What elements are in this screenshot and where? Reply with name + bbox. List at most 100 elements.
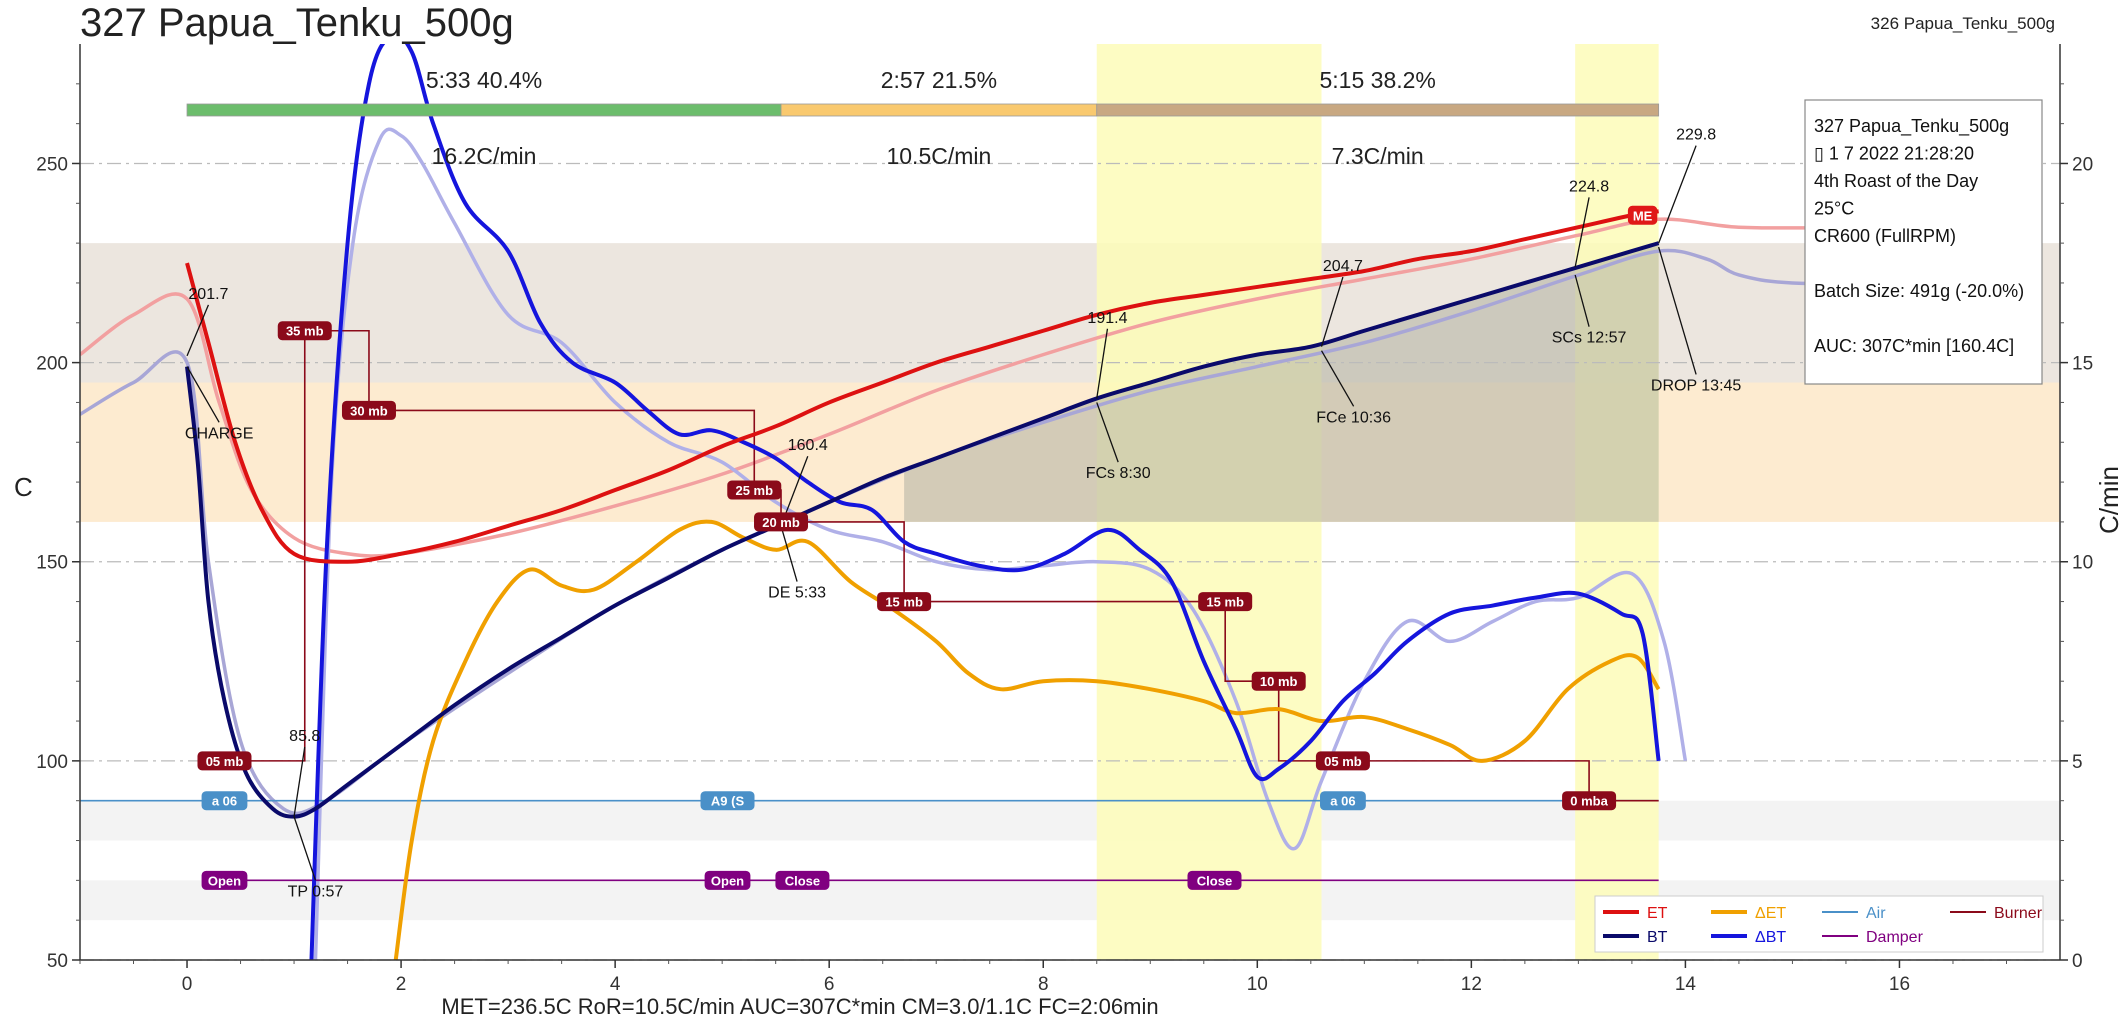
x-tick-label: 2 <box>396 974 407 995</box>
legend-label: ΔBT <box>1755 929 1786 946</box>
event-tag-burner <box>1251 671 1306 691</box>
annotation-label: 201.7 <box>188 286 228 303</box>
series-delta-et <box>393 519 1661 960</box>
event-tag-burner <box>197 751 252 771</box>
x-tick-label: 0 <box>182 974 193 995</box>
x-tick-label: 12 <box>1461 974 1482 995</box>
event-tag-label: Close <box>785 873 820 888</box>
x-tick-label: 8 <box>1038 974 1049 995</box>
event-tag-label: 15 mb <box>1206 595 1244 610</box>
info-line: CR600 (FullRPM) <box>1814 226 1956 246</box>
info-line: 25°C <box>1814 199 1854 219</box>
annotation-label: TP 0:57 <box>288 883 344 900</box>
x-tick-label: 16 <box>1889 974 1910 995</box>
x-tick-label: 14 <box>1675 974 1697 995</box>
annotation-label: CHARGE <box>185 425 253 442</box>
y-left-tick-label: 250 <box>36 154 68 175</box>
event-tag-label: Close <box>1197 873 1232 888</box>
annotation-label: 85.8 <box>289 728 320 745</box>
event-tag-label: 20 mb <box>762 515 800 530</box>
annotation-label: 229.8 <box>1676 127 1716 144</box>
event-tag-label: ME <box>1633 208 1653 223</box>
annotation-leader <box>186 304 210 357</box>
legend-label: ET <box>1647 905 1668 922</box>
event-tag-burner <box>277 321 332 341</box>
event-tag-label: Open <box>711 873 744 888</box>
background-profile-title: 326 Papua_Tenku_500g <box>1871 14 2055 33</box>
phase-label-1: 2:57 21.5% <box>881 67 997 93</box>
annotation-leader <box>1658 246 1697 375</box>
y-left-tick-label: 150 <box>36 553 68 574</box>
event-tag-air <box>1320 791 1366 811</box>
event-tag-burner <box>1562 791 1617 811</box>
y-left-tick-label: 200 <box>36 354 68 375</box>
event-tag-burner <box>727 480 782 500</box>
event-tag-label: A9 (S <box>711 794 745 809</box>
event-tag-damper <box>1187 870 1242 890</box>
legend-label: BT <box>1647 929 1668 946</box>
phase-rate-2: 7.3C/min <box>1332 143 1424 169</box>
legend-label: Burner <box>1994 905 2043 922</box>
annotation-leader <box>293 816 317 881</box>
info-box-lines: 327 Papua_Tenku_500g ▯ 1 7 2022 21:28:20 4… <box>1814 116 2024 356</box>
info-line: AUC: 307C*min [160.4C] <box>1814 336 2014 356</box>
annotation-leader <box>780 525 798 582</box>
annotation-leader <box>1574 274 1590 327</box>
info-line: ▯ 1 7 2022 21:28:20 <box>1814 144 1974 164</box>
series-et <box>185 209 1659 564</box>
x-tick-label: 10 <box>1247 974 1268 995</box>
background-layer <box>80 44 2060 960</box>
annotation-leader <box>1096 328 1109 399</box>
footer-stats: MET=236.5C RoR=10.5C/min AUC=307C*min CM… <box>441 994 1158 1019</box>
y-right-tick-label: 0 <box>2072 951 2083 972</box>
y-right-tick-label: 10 <box>2072 553 2093 574</box>
annotation-label: SCs 12:57 <box>1552 330 1627 347</box>
event-tag-damper <box>775 870 830 890</box>
annotation-layer: 5:33 40.4% 16.2C/min 2:57 21.5% 10.5C/min 5:… <box>185 67 1742 900</box>
event-tag-burner <box>1198 592 1253 612</box>
event-tag-burner <box>877 592 932 612</box>
event-tag-burner <box>754 512 809 532</box>
y-right-tick-label: 15 <box>2072 354 2093 375</box>
info-box: 327 Papua_Tenku_500g ▯ 1 7 2022 21:28:20 4… <box>1804 99 2043 385</box>
info-line: 4th Roast of the Day <box>1814 171 1978 191</box>
event-tag-burner <box>341 400 396 420</box>
phase-bar-1 <box>780 103 1098 117</box>
annotation-label: 224.8 <box>1569 178 1609 195</box>
x-tick-label: 4 <box>610 974 621 995</box>
legend-label: Air <box>1866 905 1886 922</box>
bg-series--bt-326- <box>313 127 1688 960</box>
annotation-label: 191.4 <box>1087 310 1127 327</box>
info-line: 327 Papua_Tenku_500g <box>1814 116 2009 137</box>
x-tick-label: 6 <box>824 974 835 995</box>
series-delta-bt <box>309 44 1661 960</box>
annotation-label: DE 5:33 <box>768 585 826 602</box>
event-tag-label: Open <box>208 873 241 888</box>
annotation-label: DROP 13:45 <box>1651 377 1742 394</box>
event-tag-label: 35 mb <box>286 324 324 339</box>
event-tag-label: 10 mb <box>1260 674 1298 689</box>
event-tag-air <box>700 791 755 811</box>
event-tag-label: 0 mba <box>1570 794 1608 809</box>
event-tag-label: 05 mb <box>206 754 244 769</box>
y-left-tick-label: 100 <box>36 752 68 773</box>
annotation-label: 160.4 <box>788 437 828 454</box>
legend-label: ΔET <box>1755 905 1786 922</box>
annotation-leader <box>293 746 306 817</box>
event-tag-damper <box>201 870 248 890</box>
phase-bar-0 <box>186 103 782 117</box>
y-left-label: C <box>14 472 33 502</box>
annotation-label: FCs 8:30 <box>1086 465 1151 482</box>
band-2 <box>80 800 2060 841</box>
event-tag-air <box>201 791 248 811</box>
annotation-label: FCe 10:36 <box>1316 409 1391 426</box>
annotation-leader <box>1320 276 1344 347</box>
legend: ET ΔET Air Burner BT ΔBT Damper <box>1594 895 2044 953</box>
legend-entries: ET ΔET Air Burner BT ΔBT Damper <box>1603 905 2043 946</box>
annotation-leader <box>186 366 220 423</box>
annotation-label: 204.7 <box>1323 258 1363 275</box>
info-box-frame <box>1804 99 2043 385</box>
chart-title: 327 Papua_Tenku_500g <box>80 1 514 45</box>
phase-label-0: 5:33 40.4% <box>426 67 542 93</box>
